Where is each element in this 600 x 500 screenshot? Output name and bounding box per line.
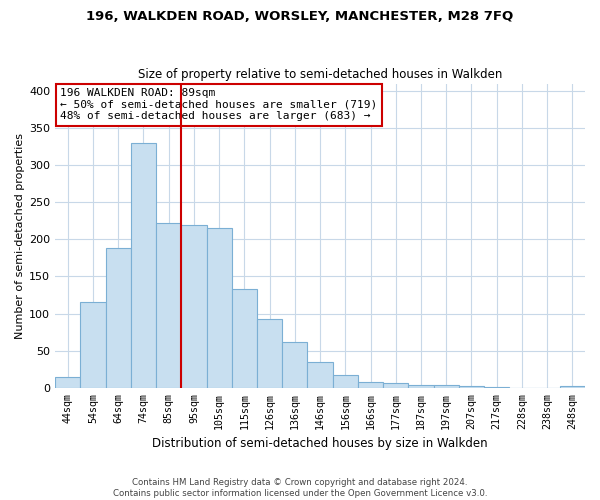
- X-axis label: Distribution of semi-detached houses by size in Walkden: Distribution of semi-detached houses by …: [152, 437, 488, 450]
- Bar: [332, 375, 358, 388]
- Text: 196 WALKDEN ROAD: 89sqm
← 50% of semi-detached houses are smaller (719)
48% of s: 196 WALKDEN ROAD: 89sqm ← 50% of semi-de…: [61, 88, 378, 122]
- Bar: [55, 376, 80, 388]
- Bar: [307, 362, 332, 388]
- Bar: [232, 289, 257, 388]
- Bar: [80, 302, 106, 388]
- Bar: [484, 387, 509, 388]
- Bar: [560, 386, 585, 388]
- Bar: [383, 384, 409, 388]
- Bar: [434, 385, 459, 388]
- Bar: [459, 386, 484, 388]
- Bar: [358, 382, 383, 388]
- Bar: [409, 385, 434, 388]
- Bar: [106, 248, 131, 388]
- Text: Contains HM Land Registry data © Crown copyright and database right 2024.
Contai: Contains HM Land Registry data © Crown c…: [113, 478, 487, 498]
- Bar: [131, 143, 156, 388]
- Bar: [206, 228, 232, 388]
- Y-axis label: Number of semi-detached properties: Number of semi-detached properties: [15, 132, 25, 338]
- Title: Size of property relative to semi-detached houses in Walkden: Size of property relative to semi-detach…: [138, 68, 502, 81]
- Text: 196, WALKDEN ROAD, WORSLEY, MANCHESTER, M28 7FQ: 196, WALKDEN ROAD, WORSLEY, MANCHESTER, …: [86, 10, 514, 23]
- Bar: [257, 319, 282, 388]
- Bar: [181, 224, 206, 388]
- Bar: [156, 223, 181, 388]
- Bar: [282, 342, 307, 388]
